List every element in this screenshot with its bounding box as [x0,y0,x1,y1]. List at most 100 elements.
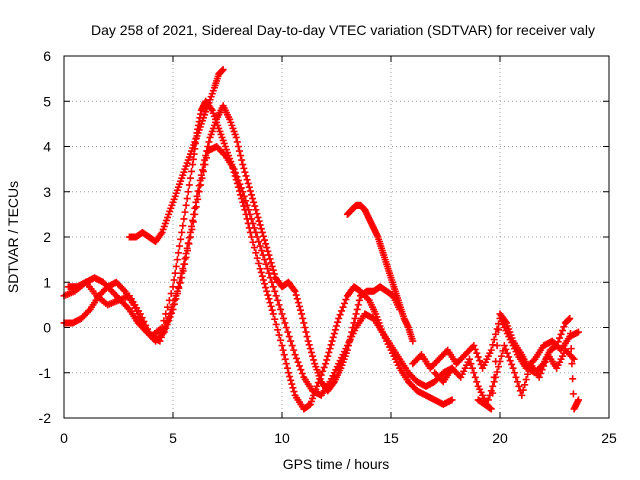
series-track-e [343,201,417,345]
y-tick-label: 3 [43,184,51,200]
data-point [120,286,128,294]
data-point [242,172,250,180]
data-point [272,292,280,300]
data-point [180,215,188,223]
data-point [352,310,360,318]
data-point [219,66,227,74]
data-point [264,247,272,255]
data-point [186,174,194,182]
data-point [198,174,206,182]
data-point [191,204,199,212]
data-point [331,326,339,334]
data-point [263,287,271,295]
x-axis: 0 5 10 15 20 25 [60,56,617,446]
data-point [259,232,267,240]
data-point [330,330,338,338]
data-point [291,351,299,359]
data-point [500,342,508,350]
data-point [255,259,263,267]
data-point [364,295,372,303]
data-point [327,341,335,349]
data-point [287,376,295,384]
data-point [503,349,511,357]
x-tick-label: 20 [492,430,508,446]
data-point [278,310,286,318]
data-point [184,247,192,255]
data-point [182,253,190,261]
data-point [169,305,177,313]
data-point [306,345,314,353]
data-point [191,210,199,218]
data-point [490,373,498,381]
data-point [181,208,189,216]
data-point [521,381,529,389]
series-track-h [474,310,582,413]
data-point [474,353,482,361]
data-point [329,333,337,341]
data-point [334,318,342,326]
data-point [165,317,173,325]
data-point [522,376,530,384]
data-point [502,345,510,353]
data-point [285,333,293,341]
data-point [245,206,253,214]
data-point [255,238,263,246]
data-point [264,291,272,299]
data-point [448,396,456,404]
data-point [234,176,242,184]
data-point [252,228,260,236]
data-point [335,314,343,322]
data-point [279,314,287,322]
data-point [157,230,165,238]
data-point [506,357,514,365]
data-point [290,286,298,294]
data-point [184,188,192,196]
data-point [261,236,269,244]
data-point [294,358,302,366]
data-point [272,320,280,328]
data-point [269,266,277,274]
data-point [511,369,519,377]
data-point [159,330,167,338]
data-point [177,235,185,243]
data-point [189,218,197,226]
data-point [231,169,239,177]
data-point [259,276,267,284]
data-point [188,167,196,175]
data-point [567,345,575,353]
data-point [197,181,205,189]
data-point [465,355,473,363]
data-point [239,188,247,196]
data-point [574,396,582,404]
data-point [300,319,308,327]
data-point [353,305,361,313]
data-point [505,353,513,361]
data-point [302,328,310,336]
data-point [339,303,347,311]
data-point [326,345,334,353]
data-point [569,375,577,383]
data-point [262,284,270,292]
data-point [298,370,306,378]
data-point [294,299,302,307]
data-point [476,357,484,365]
series-track-b [60,102,404,395]
data-point [297,306,305,314]
data-point [305,341,313,349]
data-point [301,324,309,331]
data-point [266,274,274,282]
data-point [256,242,264,250]
data-point [336,311,344,319]
data-point [284,328,292,336]
data-point [240,192,248,200]
data-point [200,167,208,175]
data-point [254,213,262,221]
data-point [569,354,577,362]
data-point [324,352,332,360]
data-point [282,360,290,368]
data-point [279,346,287,354]
data-point [513,378,521,386]
data-point [568,360,576,368]
data-point [298,310,306,318]
